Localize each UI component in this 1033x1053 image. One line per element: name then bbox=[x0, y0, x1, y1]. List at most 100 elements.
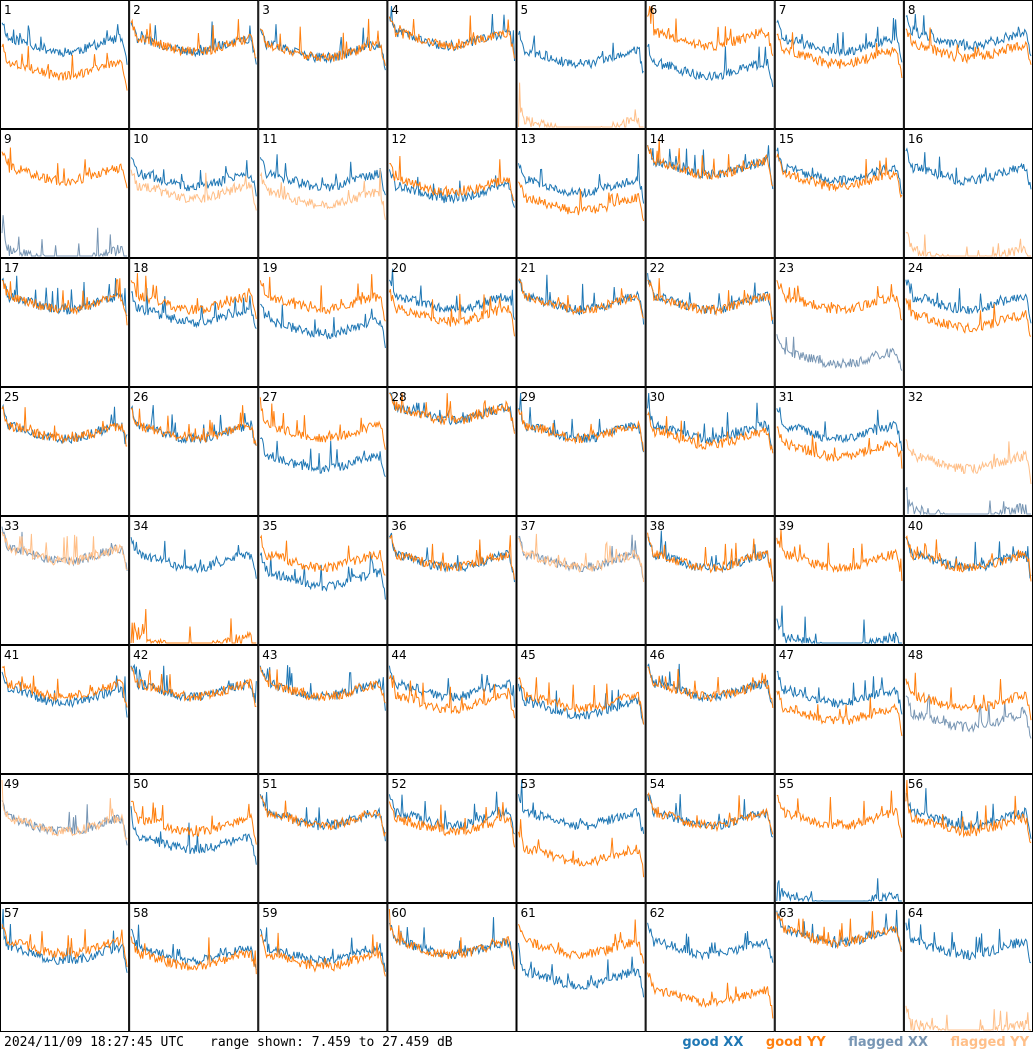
series-yy-27 bbox=[259, 397, 386, 450]
panel-25: 25 bbox=[0, 387, 130, 516]
series-yy-1 bbox=[1, 43, 128, 91]
panel-label: 54 bbox=[650, 777, 665, 791]
panel-frame bbox=[387, 258, 517, 387]
panel-label: 5 bbox=[521, 3, 529, 17]
panel-label: 9 bbox=[4, 132, 12, 146]
panel-label: 45 bbox=[521, 648, 536, 662]
panel-41: 41 bbox=[0, 645, 130, 774]
panel-label: 13 bbox=[521, 132, 536, 146]
series-yy-2 bbox=[130, 18, 257, 59]
panel-label: 23 bbox=[779, 261, 794, 275]
series-yy-54 bbox=[647, 792, 774, 835]
panel-frame bbox=[774, 258, 904, 387]
series-yy-4 bbox=[388, 15, 515, 59]
panel-32: 32 bbox=[903, 387, 1033, 516]
panel-label: 39 bbox=[779, 519, 794, 533]
panel-frame bbox=[0, 0, 130, 129]
series-xx-9 bbox=[1, 215, 128, 258]
series-yy-34 bbox=[130, 608, 257, 645]
series-yy-64 bbox=[905, 1005, 1031, 1032]
series-yy-58 bbox=[130, 936, 257, 975]
panel-label: 63 bbox=[779, 906, 794, 920]
panel-57: 57 bbox=[0, 903, 130, 1032]
panel-frame bbox=[0, 645, 130, 774]
panel-frame bbox=[516, 0, 646, 129]
series-xx-64 bbox=[905, 918, 1032, 964]
panel-label: 4 bbox=[391, 3, 399, 17]
series-yy-42 bbox=[130, 666, 257, 708]
panel-6: 6 bbox=[645, 0, 775, 129]
panel-label: 29 bbox=[521, 390, 536, 404]
panel-43: 43 bbox=[258, 645, 388, 774]
panel-label: 40 bbox=[908, 519, 923, 533]
panel-frame bbox=[129, 129, 259, 258]
series-xx-58 bbox=[130, 924, 257, 971]
series-yy-46 bbox=[647, 666, 774, 708]
panel-label: 30 bbox=[650, 390, 665, 404]
series-yy-43 bbox=[259, 666, 386, 704]
panel-frame bbox=[903, 774, 1033, 903]
panel-label: 10 bbox=[133, 132, 148, 146]
series-xx-1 bbox=[1, 22, 128, 65]
series-yy-12 bbox=[389, 155, 515, 202]
panel-frame bbox=[645, 774, 775, 903]
panel-31: 31 bbox=[774, 387, 904, 516]
series-yy-17 bbox=[1, 278, 128, 326]
panel-label: 41 bbox=[4, 648, 19, 662]
panel-label: 14 bbox=[650, 132, 665, 146]
panel-label: 28 bbox=[391, 390, 406, 404]
panel-frame bbox=[774, 645, 904, 774]
panel-frame bbox=[516, 903, 646, 1032]
panel-frame bbox=[0, 903, 130, 1032]
panel-1: 1 bbox=[0, 0, 130, 129]
panel-frame bbox=[645, 129, 775, 258]
panel-13: 13 bbox=[516, 129, 646, 258]
series-yy-55 bbox=[776, 790, 903, 838]
panel-frame bbox=[387, 774, 517, 903]
panel-3: 3 bbox=[258, 0, 388, 129]
series-yy-33 bbox=[1, 531, 128, 571]
panel-44: 44 bbox=[387, 645, 517, 774]
series-yy-26 bbox=[130, 405, 257, 446]
series-yy-5 bbox=[518, 82, 644, 129]
series-yy-22 bbox=[647, 278, 774, 322]
panel-label: 49 bbox=[4, 777, 19, 791]
panel-9: 9 bbox=[0, 129, 130, 258]
panel-60: 60 bbox=[387, 903, 517, 1032]
series-xx-18 bbox=[130, 288, 257, 329]
panel-18: 18 bbox=[129, 258, 259, 387]
panel-frame bbox=[903, 0, 1033, 129]
panel-label: 47 bbox=[779, 648, 794, 662]
series-xx-6 bbox=[647, 43, 774, 88]
series-yy-13 bbox=[518, 181, 645, 222]
panel-label: 27 bbox=[262, 390, 277, 404]
panel-label: 1 bbox=[4, 3, 12, 17]
panel-frame bbox=[258, 516, 388, 645]
panel-22: 22 bbox=[645, 258, 775, 387]
panel-4: 4 bbox=[387, 0, 517, 129]
panel-frame bbox=[258, 0, 388, 129]
panel-frame bbox=[645, 258, 775, 387]
panel-17: 17 bbox=[0, 258, 130, 387]
panel-frame bbox=[387, 516, 517, 645]
panel-frame bbox=[516, 774, 646, 903]
series-xx-50 bbox=[130, 806, 257, 865]
panel-20: 20 bbox=[387, 258, 517, 387]
series-yy-37 bbox=[518, 533, 645, 582]
panel-label: 24 bbox=[908, 261, 923, 275]
panel-frame bbox=[258, 645, 388, 774]
panel-frame bbox=[387, 903, 517, 1032]
panel-label: 46 bbox=[650, 648, 665, 662]
series-xx-48 bbox=[905, 694, 1032, 739]
series-xx-39 bbox=[776, 605, 902, 645]
series-yy-30 bbox=[647, 411, 774, 454]
series-xx-12 bbox=[388, 169, 515, 208]
series-xx-59 bbox=[259, 927, 386, 972]
panel-14: 14 bbox=[645, 129, 775, 258]
panel-label: 44 bbox=[391, 648, 406, 662]
panel-label: 55 bbox=[779, 777, 794, 791]
series-xx-62 bbox=[647, 922, 774, 963]
panel-29: 29 bbox=[516, 387, 646, 516]
panel-frame bbox=[129, 0, 259, 129]
